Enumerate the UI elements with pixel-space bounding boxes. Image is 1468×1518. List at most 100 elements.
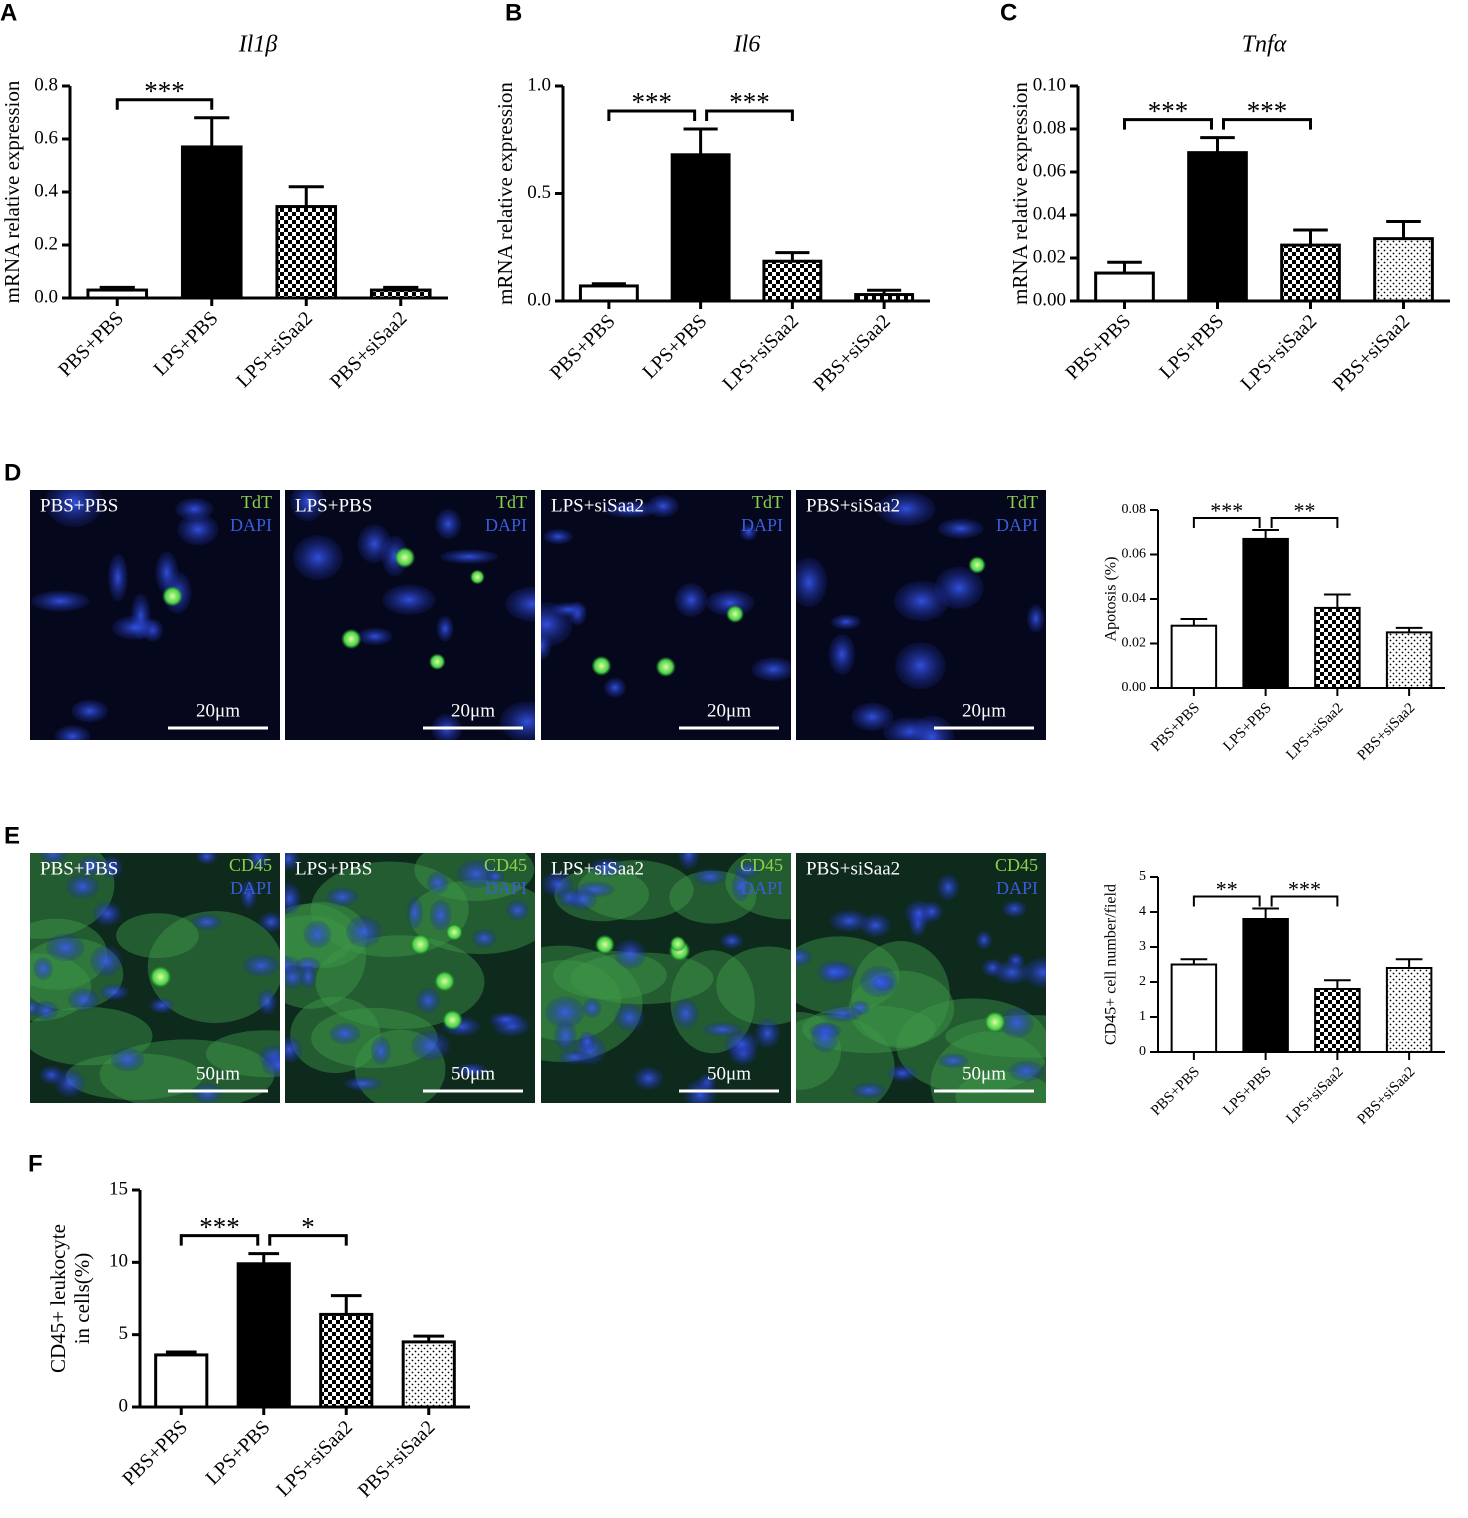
x-tick-label: LPS+PBS <box>201 1416 274 1489</box>
x-tick-label: PBS+siSaa2 <box>1355 700 1419 764</box>
significance-bracket <box>1270 517 1339 529</box>
nucleus <box>33 957 54 981</box>
nucleus <box>887 1064 918 1082</box>
y-tick-label: 0.10 <box>1033 74 1066 95</box>
positive-cell <box>595 935 615 955</box>
positive-cell <box>442 1009 463 1030</box>
scale-bar-label: 20μm <box>451 700 495 721</box>
significance-label: *** <box>1247 96 1288 126</box>
nucleus <box>99 983 129 1001</box>
marker-label: TdT <box>752 492 783 512</box>
nucleus <box>829 909 869 932</box>
nucleus <box>860 965 898 998</box>
nucleus <box>876 491 936 526</box>
marker-label: TdT <box>496 492 527 512</box>
tissue <box>205 1030 280 1078</box>
x-tick-label: LPS+siSaa2 <box>272 1416 357 1501</box>
positive-cell <box>429 653 446 670</box>
bar <box>1280 243 1341 303</box>
nucleus <box>246 853 271 871</box>
bar <box>1170 963 1218 1053</box>
significance-bracket <box>179 1234 260 1246</box>
positive-cell <box>162 586 183 607</box>
tissue <box>930 1031 1046 1103</box>
nucleus <box>343 1076 383 1091</box>
y-tick-label: 0.8 <box>34 74 58 95</box>
nucleus <box>65 874 100 899</box>
y-tick-label: 0.04 <box>1033 203 1067 224</box>
nucleus <box>920 901 943 922</box>
nucleus <box>739 523 758 541</box>
nucleus <box>110 1047 145 1072</box>
nucleus <box>603 500 659 518</box>
significance-label: ** <box>1294 498 1316 523</box>
chart-title: Tnfα <box>1242 32 1287 58</box>
nucleus <box>1000 1007 1034 1039</box>
nucleus <box>326 887 359 907</box>
nucleus <box>191 1083 223 1103</box>
nucleus <box>831 614 861 630</box>
nucleus <box>112 615 158 640</box>
nucleus <box>78 855 104 876</box>
counterstain-label: DAPI <box>485 515 527 535</box>
counterstain-label: DAPI <box>996 515 1038 535</box>
panel-label: C <box>1000 0 1017 26</box>
marker-label: CD45 <box>484 855 527 875</box>
y-tick-label: 10 <box>109 1251 128 1272</box>
nucleus <box>1002 900 1027 918</box>
micrograph-bg <box>30 490 280 740</box>
nucleus <box>39 853 68 865</box>
x-tick-label: LPS+PBS <box>638 310 711 383</box>
nucleus <box>723 1030 759 1058</box>
nucleus <box>674 583 708 617</box>
tissue <box>116 913 199 959</box>
tissue <box>315 935 485 1030</box>
tissue <box>311 1007 438 1069</box>
y-tick-label: 1.0 <box>527 74 551 95</box>
nucleus <box>285 965 306 990</box>
tissue <box>716 946 791 1026</box>
x-tick-label: PBS+PBS <box>54 307 128 381</box>
panel-label: B <box>505 0 522 26</box>
y-axis-label: mRNA relative expression <box>1008 82 1032 305</box>
positive-cell <box>470 569 485 585</box>
y-tick-label: 0.08 <box>1122 502 1147 517</box>
nucleus <box>582 998 602 1018</box>
x-tick-label: PBS+PBS <box>1148 700 1203 755</box>
positive-cell <box>394 547 415 568</box>
x-tick-label: LPS+siSaa2 <box>718 310 803 395</box>
nucleus <box>851 702 894 732</box>
bar <box>275 205 338 300</box>
significance-bracket <box>268 1234 348 1246</box>
nucleus <box>240 880 257 910</box>
nucleus <box>937 1053 969 1068</box>
micrograph: PBS+siSaa2 TdT DAPI 20μm <box>796 490 1046 740</box>
y-tick-label: 0.0 <box>527 289 551 310</box>
x-tick-label: PBS+siSaa2 <box>809 310 895 396</box>
x-tick-label: LPS+siSaa2 <box>1236 310 1321 395</box>
bar <box>401 1340 456 1409</box>
bar <box>1373 237 1434 303</box>
nucleus <box>910 715 955 740</box>
marker-label: TdT <box>1007 492 1038 512</box>
nucleus <box>994 960 1030 985</box>
y-tick-label: 0.5 <box>527 182 551 203</box>
nucleus <box>545 996 585 1029</box>
marker-label: CD45 <box>229 855 272 875</box>
x-tick-label: PBS+siSaa2 <box>354 1416 440 1502</box>
marker-label: CD45 <box>995 855 1038 875</box>
nucleus <box>604 677 627 698</box>
micrograph: PBS+siSaa2 CD45 DAPI 50μm <box>796 853 1046 1103</box>
nucleus <box>45 490 103 527</box>
nucleus <box>720 932 744 949</box>
significance-label: *** <box>1210 498 1243 523</box>
nucleus <box>191 913 222 931</box>
y-tick-label: 0 <box>1139 1044 1146 1059</box>
nucleus <box>796 557 828 608</box>
x-tick-label: PBS+PBS <box>1148 1064 1203 1119</box>
y-tick-label: 5 <box>119 1323 129 1344</box>
nucleus <box>285 882 302 915</box>
counterstain-label: DAPI <box>741 878 783 898</box>
y-axis-label: CD45+ cell number/field <box>1103 884 1120 1045</box>
nucleus <box>614 1003 645 1032</box>
